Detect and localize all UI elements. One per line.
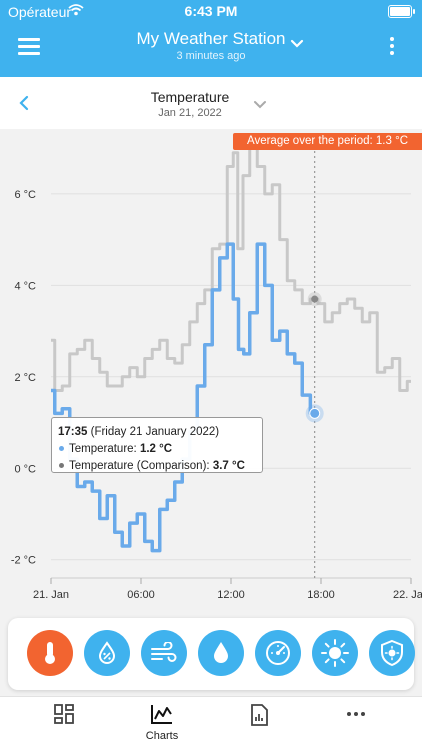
top-app-bar: Opérateur 6:43 PM My Weather Station 3 m…	[0, 0, 422, 77]
chart-tooltip: 17:35 (Friday 21 January 2022) Temperatu…	[51, 417, 263, 473]
rain-button[interactable]	[198, 630, 244, 676]
y-tick-label: 2 °C	[14, 372, 36, 384]
wifi-icon	[68, 3, 84, 19]
sensor-selector	[8, 618, 415, 690]
report-icon	[251, 704, 268, 726]
tooltip-time: 17:35	[58, 426, 88, 438]
thermometer-button[interactable]	[27, 630, 73, 676]
uv-shield-icon	[381, 639, 403, 667]
x-tick-label: 06:00	[127, 589, 155, 601]
thermometer-icon	[45, 642, 55, 664]
chevron-down-icon[interactable]	[290, 36, 304, 54]
status-bar: Opérateur 6:43 PM	[0, 0, 422, 24]
chart-type-title[interactable]: Temperature	[150, 89, 230, 105]
station-title-block[interactable]: My Weather Station 3 minutes ago	[0, 29, 422, 62]
tooltip-row1-value: 1.2 °C	[139, 443, 173, 455]
average-badge: Average over the period: 1.3 °C	[233, 133, 422, 150]
pressure-button[interactable]	[255, 630, 301, 676]
back-chevron-icon[interactable]	[18, 95, 30, 116]
chevron-down-icon[interactable]	[253, 97, 267, 115]
tooltip-row2-label: Temperature (Comparison):	[69, 460, 210, 472]
sunshine-button[interactable]	[312, 630, 358, 676]
tab-charts[interactable]: Charts	[132, 703, 192, 742]
y-tick-label: -2 °C	[11, 555, 36, 567]
comparison-marker	[311, 295, 319, 303]
status-time: 6:43 PM	[184, 3, 238, 19]
chart-subheader: Temperature Jan 21, 2022	[0, 77, 422, 129]
tooltip-date: (Friday 21 January 2022)	[90, 426, 220, 438]
x-tick-label: 22. Jan	[393, 589, 422, 601]
humidity-button[interactable]	[84, 630, 130, 676]
charts-icon	[151, 705, 172, 724]
y-tick-label: 0 °C	[14, 463, 36, 475]
chart-svg: -2 °C 0 °C 2 °C 4 °C 6 °C 21. Jan 06:00 12:00 18…	[11, 141, 422, 601]
tooltip-header: 17:35 (Friday 21 January 2022)	[58, 424, 256, 441]
tooltip-row-comparison: Temperature (Comparison): 3.7 °C	[58, 458, 256, 475]
uv-button[interactable]	[369, 630, 415, 676]
humidity-icon	[98, 641, 116, 664]
pressure-gauge-icon	[266, 641, 290, 665]
temperature-chart[interactable]: -2 °C 0 °C 2 °C 4 °C 6 °C 21. Jan 06:00 12:00 18…	[0, 129, 422, 609]
tab-dashboard[interactable]	[34, 703, 94, 730]
carrier-label: Opérateur	[8, 4, 72, 20]
tab-charts-label: Charts	[145, 730, 179, 742]
menu-button[interactable]	[18, 38, 40, 55]
chart-date: Jan 21, 2022	[158, 107, 222, 119]
tooltip-row-temperature: Temperature: 1.2 °C	[58, 441, 256, 458]
series-temperature-line	[51, 242, 315, 553]
tooltip-row1-label: Temperature:	[69, 443, 137, 455]
series-comparison-line	[51, 146, 411, 393]
more-icon	[347, 712, 365, 716]
wind-icon	[151, 642, 177, 662]
series-dot-icon	[59, 445, 64, 451]
battery-icon	[388, 5, 415, 18]
tab-report[interactable]	[229, 703, 289, 732]
temperature-marker	[309, 407, 321, 419]
last-update-label: 3 minutes ago	[176, 50, 246, 62]
series-dot-icon	[59, 462, 64, 468]
x-tick-label: 12:00	[217, 589, 245, 601]
tooltip-row2-value: 3.7 °C	[212, 460, 245, 472]
x-tick-label: 21. Jan	[33, 589, 69, 601]
bottom-tab-bar: Charts	[0, 696, 422, 751]
sun-icon	[321, 639, 349, 667]
y-tick-label: 6 °C	[14, 189, 36, 201]
more-options-button[interactable]	[390, 37, 396, 58]
wind-button[interactable]	[141, 630, 187, 676]
station-title: My Weather Station	[136, 29, 286, 48]
x-tick-label: 18:00	[307, 589, 335, 601]
tab-more[interactable]	[326, 703, 386, 730]
rain-drop-icon	[214, 642, 228, 663]
dashboard-icon	[54, 704, 74, 724]
y-tick-label: 4 °C	[14, 280, 36, 292]
